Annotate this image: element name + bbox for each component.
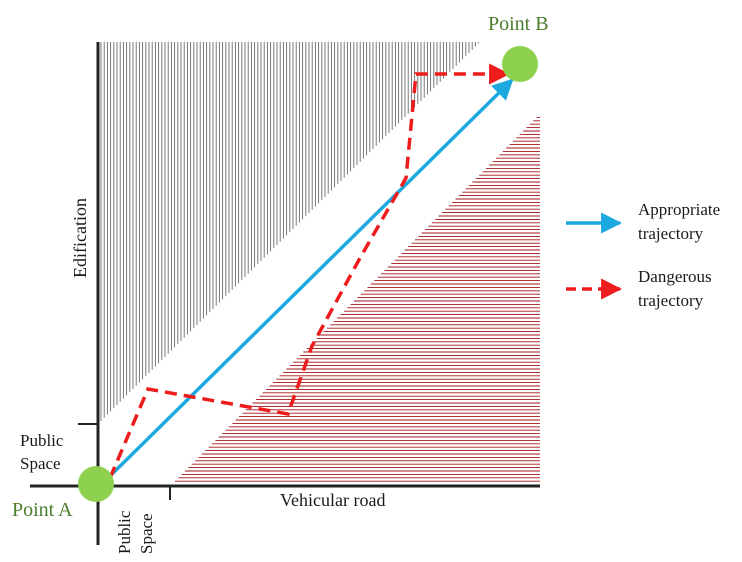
legend-appropriate-label-line2: trajectory bbox=[638, 224, 704, 243]
dangerous-trajectory-arrow bbox=[108, 63, 511, 479]
legend-appropriate-label-line1: Appropriate bbox=[638, 200, 720, 219]
point-b-marker bbox=[502, 46, 538, 82]
legend-dangerous-label-line1: Dangerous bbox=[638, 267, 712, 286]
point-b-label: Point B bbox=[488, 13, 549, 35]
public-space-bottom-label-line2: Space bbox=[137, 513, 156, 554]
edification-label: Edification bbox=[70, 198, 90, 278]
vehicular-road-zone bbox=[174, 116, 540, 482]
appropriate-trajectory-arrow bbox=[106, 78, 514, 480]
legend-dangerous-label-line2: trajectory bbox=[638, 291, 704, 310]
point-a-marker bbox=[78, 466, 114, 502]
vehicular-road-label: Vehicular road bbox=[280, 490, 385, 510]
public-space-left-label-line1: Public bbox=[20, 431, 64, 450]
legend: Appropriate trajectory Dangerous traject… bbox=[566, 200, 720, 310]
public-space-left-label-line2: Space bbox=[20, 454, 61, 473]
point-a-label: Point A bbox=[12, 499, 73, 521]
edification-zone bbox=[100, 42, 480, 421]
public-space-bottom-label-line1: Public bbox=[115, 510, 134, 554]
